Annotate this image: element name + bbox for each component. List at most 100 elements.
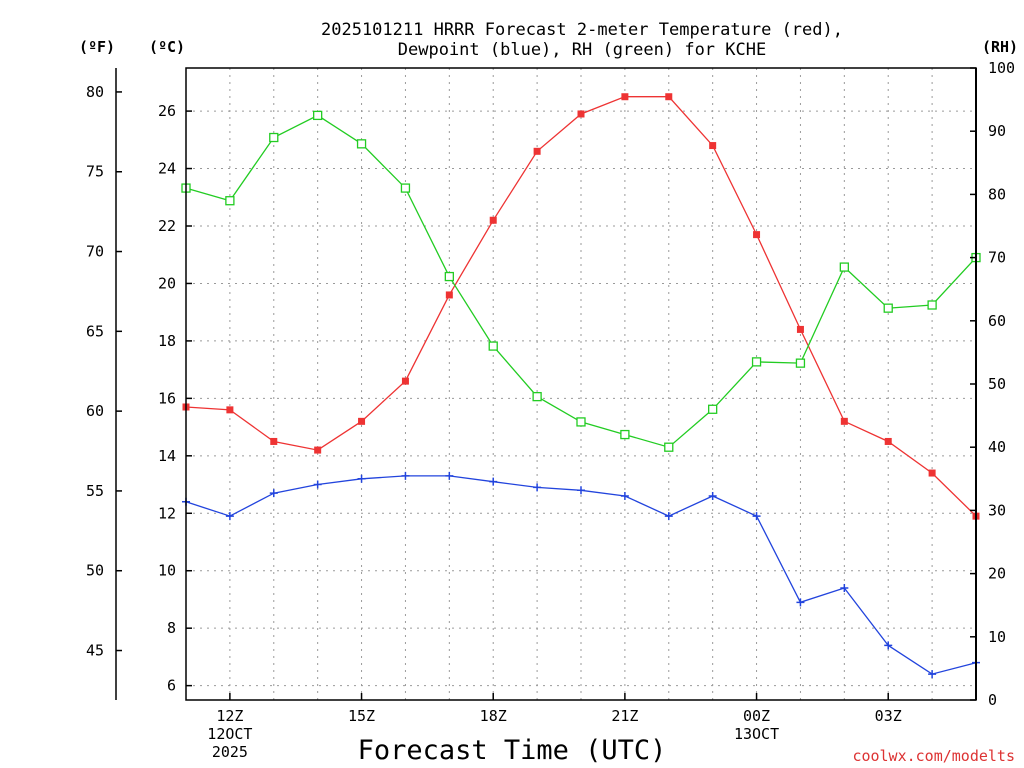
fahrenheit-unit-label: (ºF) <box>79 38 115 56</box>
rh-tick-label: 80 <box>988 185 1006 203</box>
temperature-point <box>577 110 585 118</box>
temperature-point <box>884 437 892 445</box>
rh-tick-label: 20 <box>988 565 1006 583</box>
temperature-point <box>928 469 936 477</box>
rh-tick-label: 30 <box>988 501 1006 519</box>
rh-point <box>313 110 323 121</box>
fahrenheit-tick-label: 55 <box>86 482 104 500</box>
dewpoint-point <box>225 512 234 521</box>
celsius-tick-label: 12 <box>158 504 176 522</box>
temperature-point <box>401 377 409 385</box>
rh-unit-label: (RH) <box>982 38 1018 56</box>
rh-point <box>839 262 849 272</box>
dewpoint-point <box>401 471 410 480</box>
x-tick-label: 15Z <box>348 707 375 725</box>
dewpoint-point <box>840 583 849 592</box>
celsius-tick-label: 26 <box>158 102 176 120</box>
celsius-tick-label: 24 <box>158 160 176 178</box>
fahrenheit-tick-label: 65 <box>86 322 104 340</box>
temperature-point <box>665 93 673 101</box>
celsius-tick-label: 18 <box>158 332 176 350</box>
temperature-point <box>270 437 278 445</box>
rh-point <box>400 183 411 193</box>
fahrenheit-tick-label: 45 <box>86 642 104 660</box>
x-tick-label: 03Z <box>875 707 902 725</box>
rh-tick-label: 70 <box>988 249 1006 267</box>
dewpoint-point <box>928 670 937 679</box>
celsius-tick-label: 20 <box>158 274 176 292</box>
x-axis-title: Forecast Time (UTC) <box>358 735 667 766</box>
dewpoint-point <box>752 512 761 521</box>
rh-point <box>664 442 674 452</box>
celsius-tick-label: 6 <box>167 677 176 695</box>
celsius-tick-label: 8 <box>167 619 176 637</box>
x-tick-label: 21Z <box>611 707 638 725</box>
x-tick-label: 12Z <box>216 707 243 725</box>
rh-tick-label: 90 <box>988 122 1006 140</box>
dewpoint-point <box>796 598 805 607</box>
fahrenheit-tick-label: 80 <box>86 83 104 101</box>
dewpoint-point <box>533 483 542 492</box>
rh-point <box>225 196 235 206</box>
x-tick-label: 18Z <box>480 707 507 725</box>
temperature-point <box>358 417 366 425</box>
celsius-tick-label: 14 <box>158 447 176 465</box>
temperature-point <box>796 325 804 333</box>
chart-title: 2025101211 HRRR Forecast 2-meter Tempera… <box>321 20 843 40</box>
temperature-point <box>709 142 717 150</box>
x-tick-label: 13OCT <box>734 725 779 743</box>
rh-point <box>620 429 630 440</box>
temperature-point <box>753 231 761 239</box>
rh-point <box>488 341 498 351</box>
rh-tick-label: 60 <box>988 312 1006 330</box>
x-tick-label: 2025 <box>212 743 248 761</box>
chart-subtitle: Dewpoint (blue), RH (green) for KCHE <box>398 40 766 60</box>
celsius-tick-label: 16 <box>158 389 176 407</box>
rh-point <box>356 139 367 149</box>
fahrenheit-tick-label: 60 <box>86 402 104 420</box>
rh-point <box>883 303 893 313</box>
rh-tick-label: 10 <box>988 628 1006 646</box>
temperature-point <box>226 406 234 414</box>
rh-point <box>444 271 454 282</box>
temperature-point <box>533 147 541 155</box>
rh-point <box>708 404 718 414</box>
rh-point <box>269 132 279 143</box>
fahrenheit-tick-label: 75 <box>86 163 104 181</box>
rh-point <box>576 417 586 427</box>
temperature-point <box>840 417 848 425</box>
dewpoint-point <box>577 486 585 495</box>
temperature-point <box>621 93 629 101</box>
dewpoint-line <box>185 475 977 675</box>
dewpoint-point <box>269 489 278 498</box>
dewpoint-point <box>884 641 893 650</box>
dewpoint-point <box>489 477 498 486</box>
rh-point <box>927 300 937 310</box>
celsius-tick-label: 10 <box>158 562 176 580</box>
dewpoint-point <box>664 512 673 521</box>
credit-label: coolwx.com/modelts <box>852 747 1015 765</box>
x-tick-label: 12OCT <box>207 725 252 743</box>
temperature-point <box>314 446 322 454</box>
rh-tick-label: 50 <box>988 375 1006 393</box>
celsius-unit-label: (ºC) <box>149 38 185 56</box>
temperature-point <box>445 291 453 299</box>
rh-tick-label: 40 <box>988 438 1006 456</box>
dewpoint-point <box>708 492 717 501</box>
rh-point <box>751 357 762 367</box>
x-tick-label: 00Z <box>743 707 770 725</box>
rh-tick-label: 0 <box>988 691 997 709</box>
dewpoint-point <box>445 471 454 480</box>
dewpoint-point <box>357 474 366 483</box>
celsius-tick-label: 22 <box>158 217 176 235</box>
dewpoint-point <box>620 492 629 501</box>
axes-layer: 6 8 10 12 14 16 18 20 22 24 26 45 50 55 60 65 70 75 80 0 10 2… <box>86 59 1015 761</box>
rh-tick-label: 100 <box>988 59 1015 77</box>
rh-point <box>532 391 542 402</box>
rh-point <box>795 358 806 368</box>
temperature-point <box>489 216 497 224</box>
fahrenheit-tick-label: 50 <box>86 562 104 580</box>
fahrenheit-tick-label: 70 <box>86 243 104 261</box>
dewpoint-point <box>313 480 322 489</box>
